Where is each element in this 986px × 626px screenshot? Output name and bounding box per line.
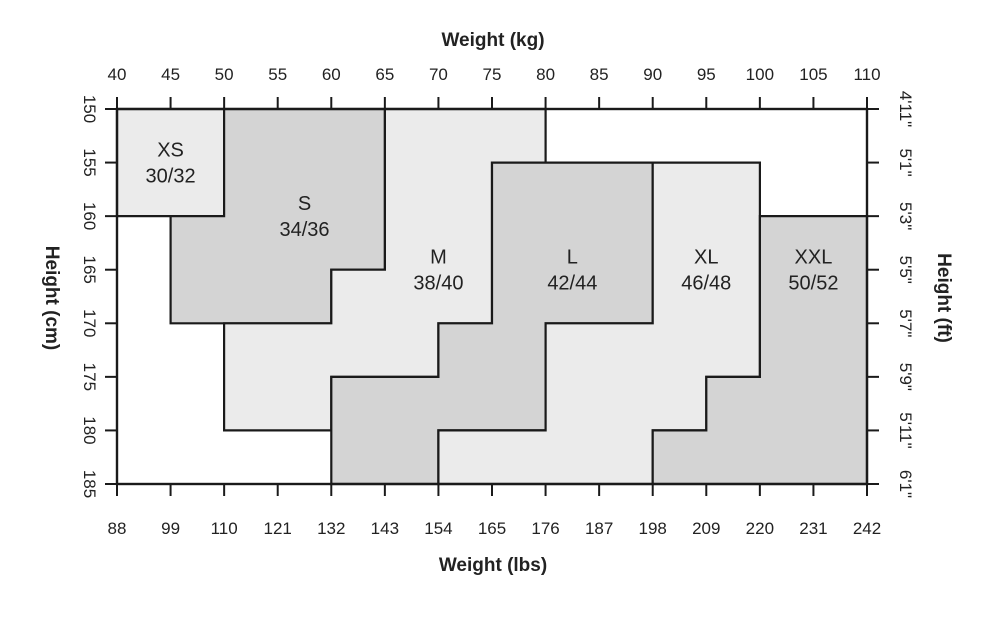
y-right-tick-label: 5'9" <box>896 363 915 391</box>
x-top-tick-label: 60 <box>322 65 341 84</box>
size-name-xxl: XXL <box>795 247 833 269</box>
x-top-tick-label: 110 <box>853 65 880 84</box>
x-top-tick-label: 65 <box>375 65 394 84</box>
size-name-m: M <box>430 247 447 269</box>
x-bottom-tick-label: 88 <box>108 519 127 538</box>
size-eu-m: 38/40 <box>413 273 463 295</box>
x-top-tick-label: 80 <box>536 65 555 84</box>
axis-ticks: 40 88 45 99 50 110 55 121 60 132 65 143 70 154 75 165 80… <box>80 65 915 538</box>
x-bottom-tick-label: 165 <box>478 519 506 538</box>
size-name-xs: XS <box>157 140 184 162</box>
x-bottom-tick-label: 176 <box>531 519 559 538</box>
size-eu-s: 34/36 <box>279 219 329 241</box>
x-top-tick-label: 40 <box>108 65 127 84</box>
x-top-tick-label: 95 <box>697 65 716 84</box>
size-name-l: L <box>567 247 578 269</box>
x-top-tick-label: 105 <box>799 65 827 84</box>
x-bottom-tick-label: 110 <box>211 519 238 538</box>
x-top-tick-label: 90 <box>643 65 662 84</box>
x-bottom-tick-label: 99 <box>161 519 180 538</box>
y-left-tick-label: 150 <box>80 95 99 123</box>
x-top-tick-label: 45 <box>161 65 180 84</box>
x-bottom-tick-label: 154 <box>424 519 452 538</box>
x-top-tick-label: 55 <box>268 65 287 84</box>
size-eu-l: 42/44 <box>547 273 597 295</box>
y-right-tick-label: 5'5" <box>896 256 915 284</box>
x-top-axis-title: Weight (kg) <box>441 30 544 51</box>
x-top-tick-label: 75 <box>483 65 502 84</box>
x-bottom-tick-label: 143 <box>371 519 399 538</box>
y-left-axis-title: Height (cm) <box>41 246 62 351</box>
x-top-tick-label: 70 <box>429 65 448 84</box>
x-top-tick-label: 100 <box>746 65 774 84</box>
y-right-axis-title: Height (ft) <box>933 253 954 343</box>
x-bottom-tick-label: 220 <box>746 519 774 538</box>
y-left-tick-label: 180 <box>80 416 99 444</box>
x-bottom-tick-label: 209 <box>692 519 720 538</box>
x-top-tick-label: 50 <box>215 65 234 84</box>
y-left-tick-label: 160 <box>80 202 99 230</box>
x-bottom-axis-title: Weight (lbs) <box>439 555 547 576</box>
x-bottom-tick-label: 242 <box>853 519 881 538</box>
y-right-tick-label: 4'11" <box>896 91 915 127</box>
y-left-tick-label: 175 <box>80 363 99 391</box>
y-right-tick-label: 5'7" <box>896 309 915 337</box>
y-left-tick-label: 185 <box>80 470 99 498</box>
x-bottom-tick-label: 198 <box>639 519 667 538</box>
x-top-tick-label: 85 <box>590 65 609 84</box>
y-left-tick-label: 170 <box>80 309 99 337</box>
size-region-xs <box>115 107 226 218</box>
size-eu-xxl: 50/52 <box>788 273 838 295</box>
x-bottom-tick-label: 132 <box>317 519 345 538</box>
size-labels: XS 30/32 S 34/36 M 38/40 L 42/44 XL 46/48 XXL 50/52 <box>146 140 839 295</box>
y-right-tick-label: 5'3" <box>896 202 915 230</box>
x-bottom-tick-label: 121 <box>264 519 292 538</box>
y-left-tick-label: 155 <box>80 148 99 176</box>
y-right-tick-label: 5'11" <box>896 412 915 448</box>
size-eu-xs: 30/32 <box>146 166 196 188</box>
y-right-tick-label: 6'1" <box>896 470 915 498</box>
size-name-s: S <box>298 193 311 215</box>
y-right-tick-label: 5'1" <box>896 148 915 176</box>
x-bottom-tick-label: 187 <box>585 519 613 538</box>
y-left-tick-label: 165 <box>80 256 99 284</box>
size-eu-xl: 46/48 <box>681 273 731 295</box>
size-name-xl: XL <box>694 247 718 269</box>
size-regions <box>115 107 869 486</box>
x-bottom-tick-label: 231 <box>799 519 827 538</box>
